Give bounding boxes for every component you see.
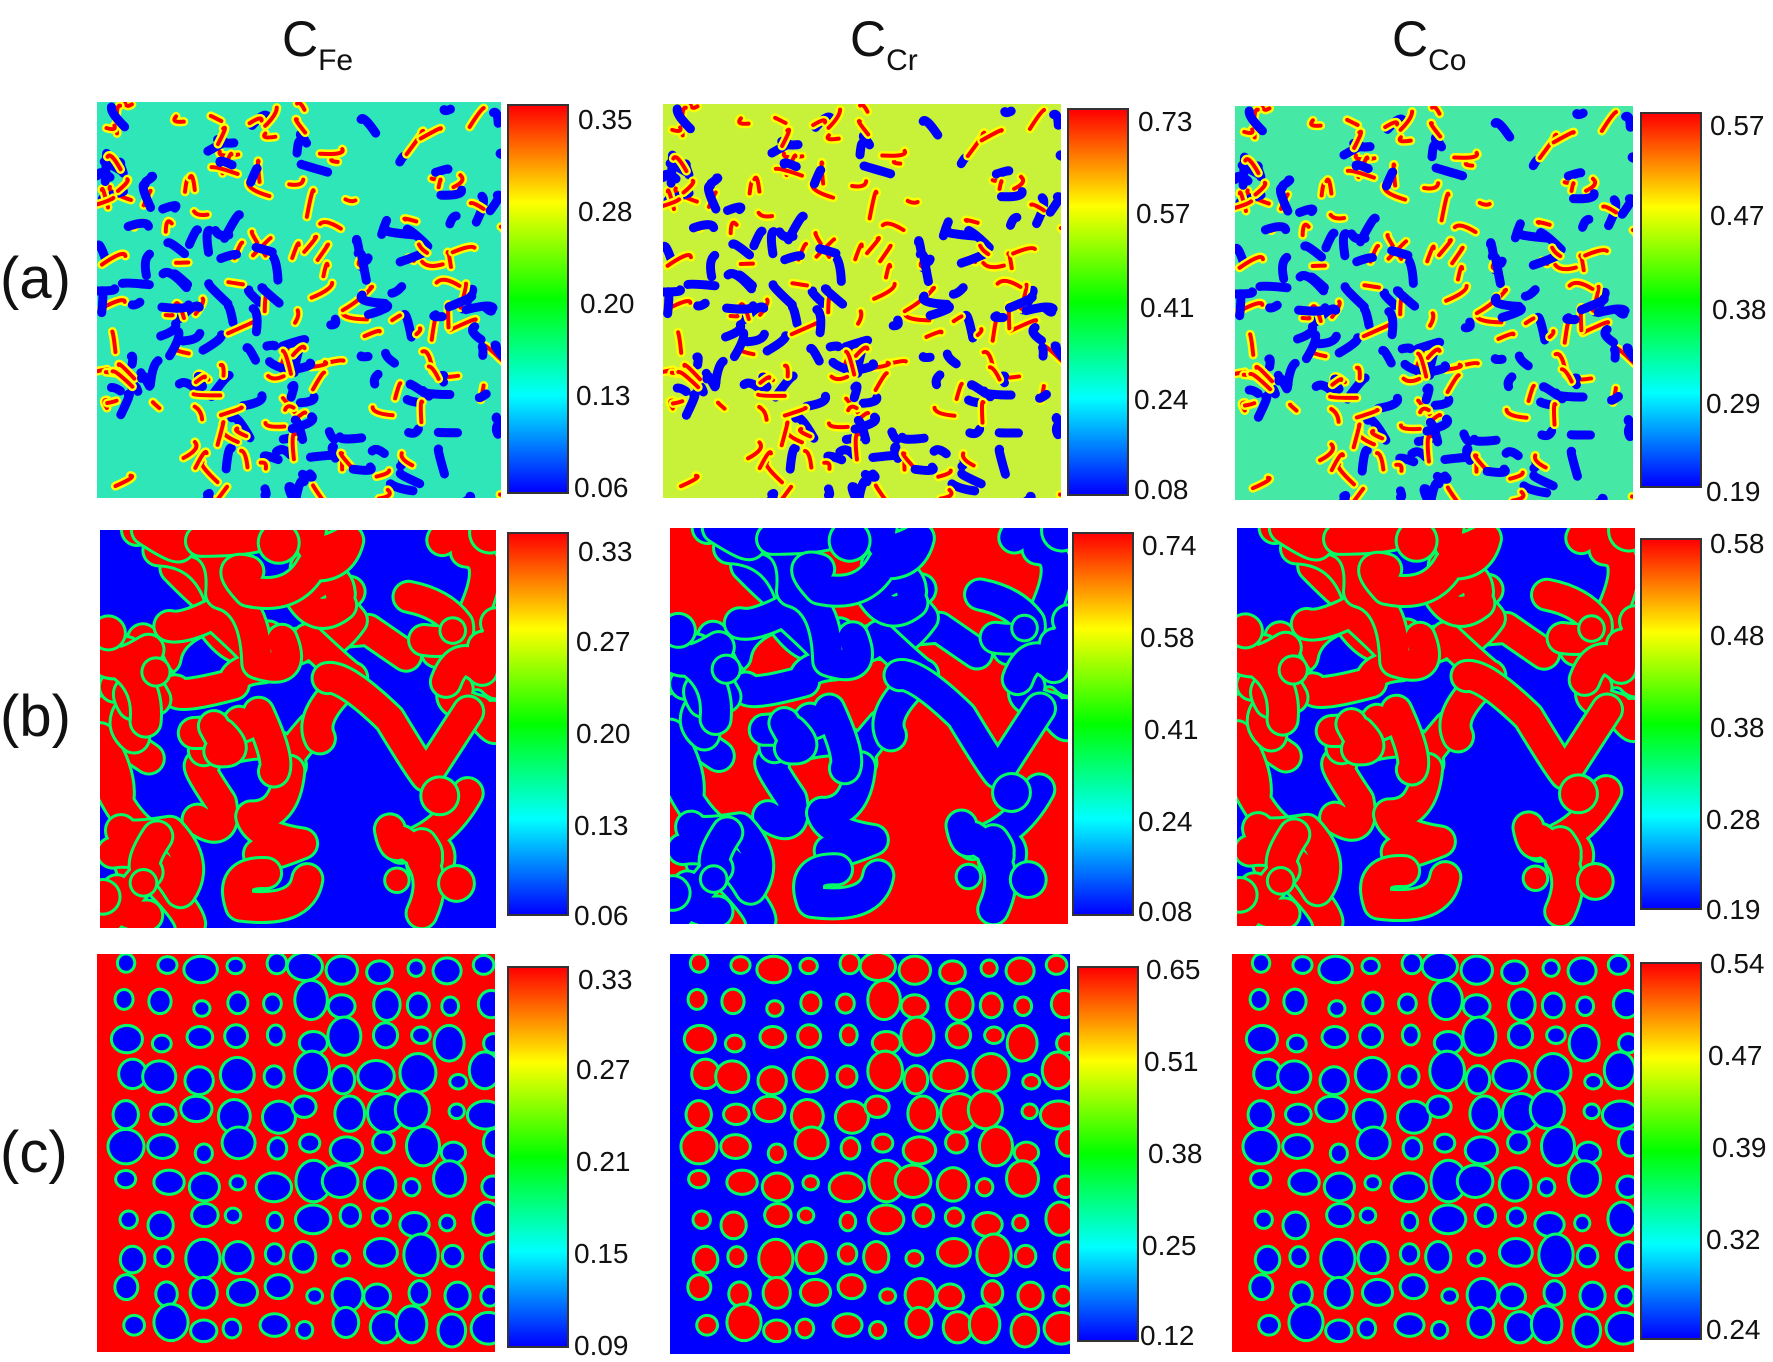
- colorbar-tick: 0.19: [1706, 476, 1761, 507]
- column-subscript: Cr: [886, 44, 918, 77]
- microstructure-panel-b-fe: [100, 530, 496, 928]
- microstructure-panel-a-fe: [97, 102, 501, 498]
- colorbar-tick: 0.48: [1710, 620, 1765, 651]
- colorbar-tick: 0.27: [576, 1054, 631, 1085]
- column-title-co: CCo: [1392, 11, 1467, 77]
- colorbar-tick: 0.32: [1706, 1224, 1761, 1255]
- colorbar-tick: 0.65: [1146, 954, 1201, 985]
- colorbar-tick: 0.47: [1708, 1040, 1763, 1071]
- colorbar-tick: 0.41: [1140, 292, 1195, 323]
- colorbar-tick: 0.57: [1710, 110, 1765, 141]
- microstructure-panel-c-fe: [97, 954, 495, 1352]
- colorbar-a-cr: [1067, 108, 1129, 496]
- colorbar-tick: 0.19: [1706, 894, 1761, 925]
- microstructure-panel-b-cr: [670, 528, 1068, 924]
- column-subscript: Co: [1428, 44, 1467, 77]
- colorbar-tick: 0.33: [578, 536, 633, 567]
- colorbar-tick: 0.06: [574, 900, 629, 931]
- colorbar-tick: 0.58: [1710, 528, 1765, 559]
- colorbar-b-co: [1640, 538, 1702, 910]
- row-label-a: (a): [0, 246, 71, 311]
- colorbar-tick: 0.06: [574, 472, 629, 503]
- colorbar-tick: 0.29: [1706, 388, 1761, 419]
- colorbar-tick: 0.47: [1710, 200, 1765, 231]
- colorbar-c-fe: [507, 966, 569, 1348]
- colorbar-c-co: [1640, 962, 1702, 1340]
- colorbar-tick: 0.51: [1144, 1046, 1199, 1077]
- colorbar-tick: 0.13: [574, 810, 629, 841]
- colorbar-tick: 0.28: [1706, 804, 1761, 835]
- colorbar-tick: 0.74: [1142, 530, 1197, 561]
- colorbar-tick: 0.24: [1134, 384, 1189, 415]
- colorbar-tick: 0.25: [1142, 1230, 1197, 1261]
- colorbar-a-fe: [507, 104, 569, 494]
- colorbar-tick: 0.41: [1144, 714, 1199, 745]
- colorbar-tick: 0.57: [1136, 198, 1191, 229]
- microstructure-panel-b-co: [1237, 528, 1635, 926]
- colorbar-tick: 0.20: [580, 288, 635, 319]
- colorbar-a-co: [1640, 112, 1702, 488]
- row-label-c: (c): [0, 1120, 68, 1185]
- colorbar-tick: 0.13: [576, 380, 631, 411]
- colorbar-tick: 0.08: [1138, 896, 1193, 927]
- colorbar-c-cr: [1077, 966, 1139, 1342]
- colorbar-tick: 0.20: [576, 718, 631, 749]
- colorbar-tick: 0.15: [574, 1238, 629, 1269]
- colorbar-tick: 0.38: [1710, 712, 1765, 743]
- microstructure-panel-c-cr: [670, 954, 1070, 1354]
- colorbar-tick: 0.54: [1710, 948, 1765, 979]
- colorbar-tick: 0.73: [1138, 106, 1193, 137]
- colorbar-tick: 0.09: [574, 1330, 629, 1361]
- microstructure-panel-a-co: [1235, 106, 1633, 500]
- colorbar-tick: 0.35: [578, 104, 633, 135]
- colorbar-tick: 0.38: [1712, 294, 1767, 325]
- colorbar-tick: 0.39: [1712, 1132, 1767, 1163]
- microstructure-panel-a-cr: [663, 104, 1061, 498]
- colorbar-tick: 0.08: [1134, 474, 1189, 505]
- colorbar-b-cr: [1072, 532, 1134, 916]
- colorbar-tick: 0.24: [1138, 806, 1193, 837]
- colorbar-tick: 0.12: [1140, 1320, 1195, 1351]
- colorbar-tick: 0.28: [578, 196, 633, 227]
- row-label-b: (b): [0, 684, 71, 749]
- column-title-cr: CCr: [850, 11, 918, 77]
- column-title-fe: CFe: [282, 11, 354, 77]
- colorbar-tick: 0.21: [576, 1146, 631, 1177]
- colorbar-b-fe: [507, 532, 569, 916]
- colorbar-tick: 0.27: [576, 626, 631, 657]
- colorbar-tick: 0.24: [1706, 1314, 1761, 1345]
- colorbar-tick: 0.33: [578, 964, 633, 995]
- microstructure-panel-c-co: [1232, 954, 1634, 1352]
- column-subscript: Fe: [318, 44, 354, 77]
- colorbar-tick: 0.38: [1148, 1138, 1203, 1169]
- colorbar-tick: 0.58: [1140, 622, 1195, 653]
